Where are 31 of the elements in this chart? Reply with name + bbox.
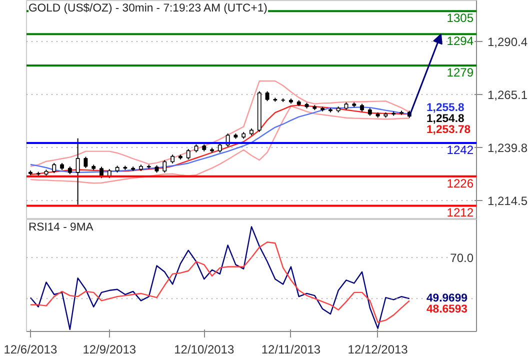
candlestick [162,160,167,174]
candlestick [84,156,88,169]
chart-title: RSI14 - 9MA [28,222,94,234]
annotation: 1,255.8 [426,102,464,114]
candlestick [265,90,270,102]
y-tick-label: 1,265.1 [488,88,528,102]
ref-line-label: 1212 [446,206,474,220]
annotation: 1,253.78 [426,124,471,136]
annotation: 48.6593 [426,304,468,316]
x-tick-label: 12/9/2013 [82,342,136,356]
ref-line-label: 70.0 [450,251,474,266]
x-tick-label: 12/10/2013 [174,342,234,356]
chart-title: GOLD (US$/OZ) - 30min - 7:19:23 AM (UTC+1) [28,2,268,14]
ref-line-label: 1242 [446,142,474,157]
annotation: 1,254.8 [426,113,464,126]
annotation: 49.9699 [426,292,468,305]
candlestick [52,162,56,174]
ref-line-label: 1279 [446,66,474,80]
x-tick-label: 12/12/2013 [348,342,408,356]
y-tick-label: 1,239.8 [488,141,528,156]
ref-line-label: 1305 [446,11,474,26]
ref-line-label: 1226 [446,176,474,190]
x-tick-label: 12/6/2013 [4,342,58,356]
candlestick [218,142,222,154]
y-tick-label: 1,290.4 [488,35,528,50]
y-tick-label: 1,214.5 [488,194,528,208]
ref-line-label: 1294 [446,34,474,48]
x-tick-label: 12/11/2013 [261,342,321,356]
line-series [30,80,410,167]
candlestick [186,148,190,160]
candlestick [76,138,80,206]
